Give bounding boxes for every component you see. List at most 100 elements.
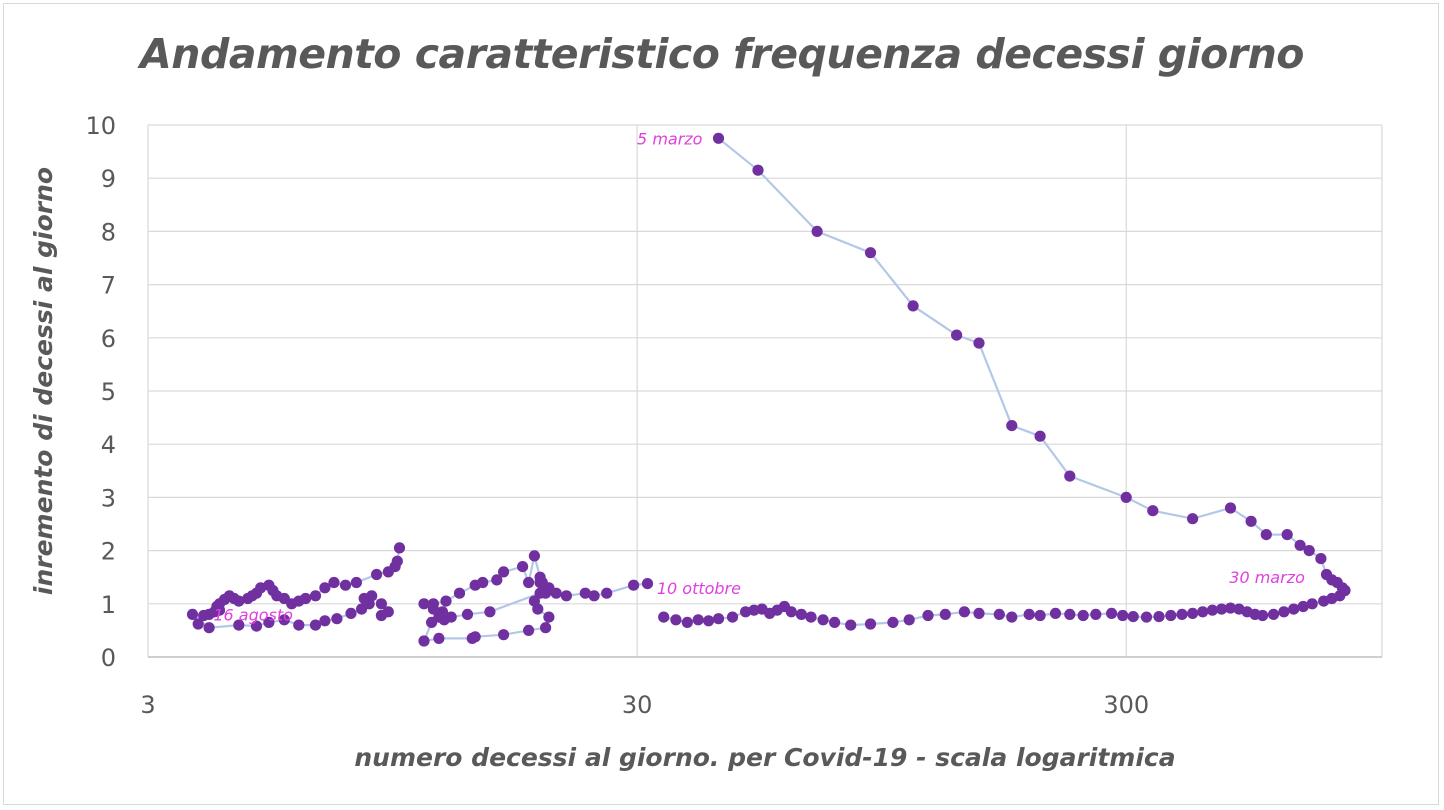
data-point xyxy=(366,590,378,602)
data-point xyxy=(250,620,263,632)
data-point xyxy=(1303,545,1315,557)
annotation-label: 5 marzo xyxy=(637,129,703,148)
data-point xyxy=(331,613,343,625)
annotation-label: 10 ottobre xyxy=(657,579,741,598)
data-point xyxy=(534,576,546,589)
data-point xyxy=(1006,420,1018,432)
data-point xyxy=(1187,607,1199,620)
annotation-label: 30 marzo xyxy=(1229,568,1305,587)
data-point xyxy=(339,579,352,591)
data-point xyxy=(540,622,552,634)
data-point xyxy=(523,624,535,637)
data-point xyxy=(203,622,215,634)
data-point xyxy=(1306,598,1318,610)
data-point xyxy=(1165,609,1177,622)
data-point xyxy=(1153,611,1165,623)
y-tick-label: 2 xyxy=(101,538,116,566)
data-point xyxy=(795,608,808,621)
data-point xyxy=(1023,608,1035,621)
y-tick-label: 0 xyxy=(101,644,116,672)
data-point xyxy=(375,598,387,610)
data-point xyxy=(453,587,466,599)
data-point xyxy=(469,631,481,643)
data-points xyxy=(186,132,1351,647)
data-point xyxy=(393,542,406,554)
data-point xyxy=(1106,607,1118,620)
x-axis-title: numero decessi al giorno. per Covid-19 -… xyxy=(354,743,1175,772)
y-tick-label: 3 xyxy=(101,484,116,512)
data-point xyxy=(293,619,305,631)
data-point xyxy=(712,132,725,144)
data-point xyxy=(543,582,555,594)
data-point xyxy=(752,164,764,176)
data-point xyxy=(436,606,449,618)
data-point xyxy=(418,598,430,610)
x-tick-label: 3 xyxy=(140,691,155,719)
data-point xyxy=(993,608,1005,621)
data-point xyxy=(887,616,899,629)
data-point xyxy=(973,337,985,349)
data-point xyxy=(1318,595,1330,607)
data-point xyxy=(628,579,640,591)
connector-lines xyxy=(191,137,1347,643)
annotations: 5 marzo 30 marzo 10 ottobre 16 agosto xyxy=(213,129,1305,624)
data-point xyxy=(1127,611,1139,623)
data-point xyxy=(1006,611,1018,623)
data-point xyxy=(242,592,254,605)
data-point xyxy=(233,619,245,631)
data-point xyxy=(461,608,474,621)
data-point xyxy=(681,616,693,629)
data-point xyxy=(845,619,857,631)
data-point xyxy=(903,614,915,626)
data-point xyxy=(829,616,841,629)
data-point xyxy=(907,300,919,312)
data-point xyxy=(922,609,934,622)
data-point xyxy=(864,247,877,259)
data-point xyxy=(1233,603,1245,615)
data-point xyxy=(1278,606,1290,618)
y-tick-label: 8 xyxy=(101,218,116,246)
data-point xyxy=(382,566,394,578)
y-tick-label: 1 xyxy=(101,591,116,619)
data-point xyxy=(1297,600,1309,613)
series-line xyxy=(663,137,1347,627)
data-point xyxy=(1197,606,1209,618)
data-point xyxy=(350,576,362,589)
data-point xyxy=(1117,609,1129,622)
y-tick-label: 7 xyxy=(101,272,116,300)
data-point xyxy=(192,618,204,630)
data-point xyxy=(703,615,715,627)
data-point xyxy=(1216,603,1228,615)
gridlines xyxy=(147,124,1383,657)
data-point xyxy=(1294,539,1306,551)
data-point xyxy=(345,607,357,620)
data-point xyxy=(588,590,600,602)
data-point xyxy=(319,582,331,594)
data-point xyxy=(748,604,760,616)
data-point xyxy=(670,614,682,626)
data-point xyxy=(951,329,963,341)
data-point xyxy=(740,606,752,618)
data-point xyxy=(328,576,340,589)
y-tick-label: 10 xyxy=(85,112,116,140)
data-point xyxy=(1034,430,1046,442)
data-point xyxy=(726,611,739,623)
data-point xyxy=(263,616,275,629)
data-point xyxy=(1147,505,1159,517)
x-tick-label: 30 xyxy=(622,691,653,719)
data-point xyxy=(491,574,503,586)
data-point xyxy=(817,614,829,626)
data-point xyxy=(445,611,457,623)
data-point xyxy=(1140,611,1153,623)
data-point xyxy=(543,611,555,623)
data-point xyxy=(186,608,199,621)
y-axis-title: inremento di decessi al giorno xyxy=(29,167,58,595)
data-point xyxy=(579,587,591,599)
data-point xyxy=(528,550,541,562)
data-point xyxy=(864,618,877,630)
data-point xyxy=(658,611,670,623)
data-point xyxy=(198,609,210,622)
data-point xyxy=(433,632,445,645)
data-point xyxy=(517,561,529,573)
